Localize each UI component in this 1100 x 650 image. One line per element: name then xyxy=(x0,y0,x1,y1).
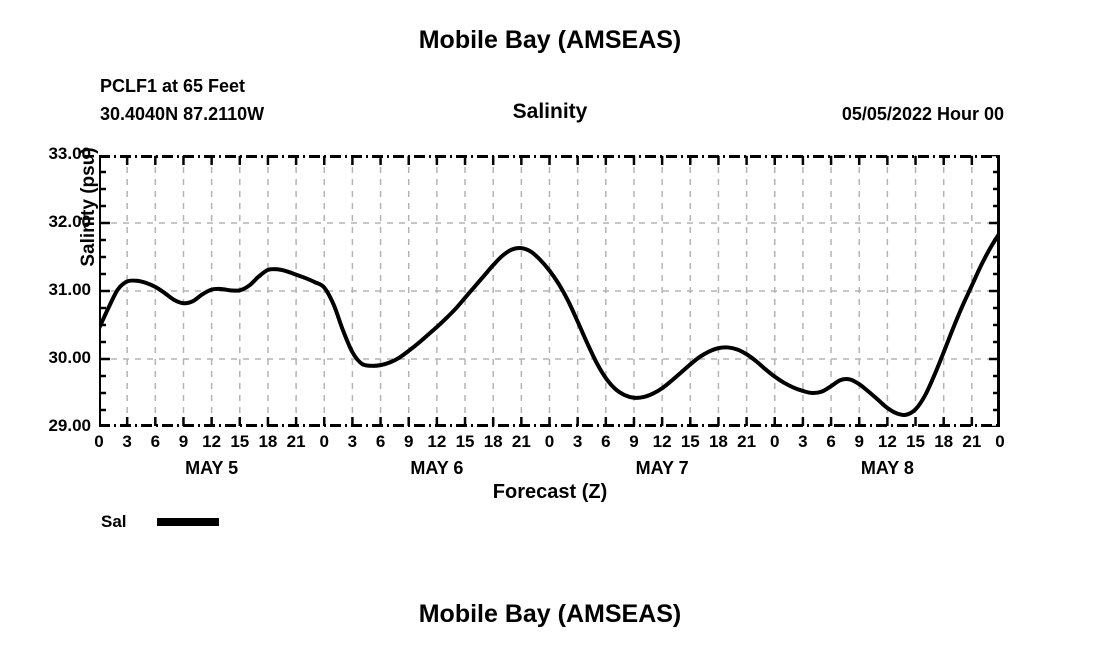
x-tick-label: 0 xyxy=(770,432,780,451)
y-tick-label: 33.00 xyxy=(48,144,91,163)
x-tick-label: 18 xyxy=(708,432,728,451)
x-axis-day-labels: MAY 5 MAY 6 MAY 7 MAY 8 xyxy=(0,458,1100,484)
x-tick-label: 15 xyxy=(455,432,475,451)
footer-title: Mobile Bay (AMSEAS) xyxy=(418,600,682,628)
y-axis-tick-labels: 33.00 32.00 31.00 30.00 29.00 xyxy=(20,0,91,650)
station-coordinates: 30.4040N 87.2110W xyxy=(100,104,265,124)
x-tick-label: 21 xyxy=(962,432,982,451)
x-tick-label: 9 xyxy=(403,432,414,451)
x-tick-label: 12 xyxy=(652,432,672,451)
x-tick-label: 3 xyxy=(122,432,132,451)
chart-legend: Sal xyxy=(101,510,219,534)
legend-label-sal: Sal xyxy=(101,512,127,531)
x-axis-tick-labels: 0 3 6 9 12 15 18 21 0 3 6 9 12 15 18 21 0 3 6 9 12 15 18 21 0 3 6 9… xyxy=(0,432,1100,456)
x-tick-label: 18 xyxy=(934,432,954,451)
x-axis-title: Forecast (Z) xyxy=(492,481,608,503)
plot-area xyxy=(99,155,1000,427)
x-tick-label: 12 xyxy=(202,432,222,451)
x-tick-label: 0 xyxy=(319,432,329,451)
x-tick-label: 21 xyxy=(286,432,306,451)
x-tick-label: 9 xyxy=(854,432,864,451)
y-tick-label: 30.00 xyxy=(48,348,91,367)
x-tick-label: 6 xyxy=(375,432,386,451)
chart-subtitle: Salinity xyxy=(512,100,588,123)
x-tick-label: 21 xyxy=(737,432,757,451)
x-tick-label: 6 xyxy=(826,432,836,451)
legend-line-swatch-sal xyxy=(157,518,219,526)
x-tick-label: 15 xyxy=(680,432,700,451)
x-axis-day-label: MAY 8 xyxy=(860,458,914,478)
y-tick-label: 31.00 xyxy=(48,280,91,299)
x-tick-label: 15 xyxy=(230,432,250,451)
model-run-timestamp: 05/05/2022 Hour 00 xyxy=(841,104,1004,124)
x-tick-label: 9 xyxy=(629,432,639,451)
x-tick-label: 18 xyxy=(483,432,503,451)
x-axis-day-label: MAY 6 xyxy=(410,458,464,478)
x-tick-label: 12 xyxy=(877,432,897,451)
x-tick-label: 3 xyxy=(572,432,583,451)
page-title: Mobile Bay (AMSEAS) xyxy=(418,26,682,54)
x-tick-label: 6 xyxy=(601,432,611,451)
x-tick-label: 18 xyxy=(258,432,278,451)
x-tick-label: 3 xyxy=(347,432,358,451)
station-name-depth: PCLF1 at 65 Feet xyxy=(100,76,246,96)
salinity-line-chart xyxy=(99,155,1000,427)
x-tick-label: 0 xyxy=(94,432,104,451)
x-tick-label: 21 xyxy=(511,432,531,451)
x-tick-label: 15 xyxy=(906,432,925,451)
x-tick-label: 3 xyxy=(798,432,808,451)
x-tick-label: 0 xyxy=(544,432,555,451)
y-tick-label: 29.00 xyxy=(48,416,91,435)
x-tick-label: 9 xyxy=(178,432,189,451)
x-axis-day-label: MAY 5 xyxy=(185,458,239,478)
x-axis-day-label: MAY 7 xyxy=(635,458,689,478)
x-tick-label: 12 xyxy=(427,432,447,451)
x-tick-label: 6 xyxy=(150,432,161,451)
y-tick-label: 32.00 xyxy=(48,212,91,231)
x-tick-label: 0 xyxy=(995,432,1005,451)
